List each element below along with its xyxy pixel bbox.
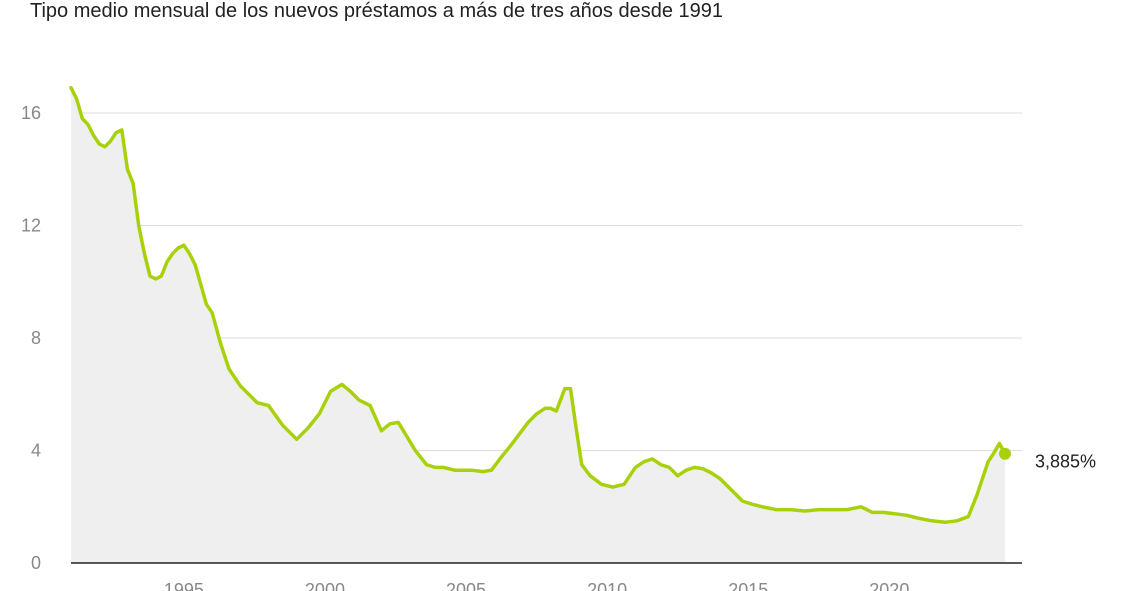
x-tick-label: 2005 — [446, 580, 486, 591]
x-tick-label: 2015 — [728, 580, 768, 591]
y-axis-ticks: 0 4 8 12 16 — [21, 103, 41, 573]
y-tick-label: 12 — [21, 216, 41, 236]
x-axis-ticks: 1995 2000 2005 2010 2015 2020 — [164, 580, 909, 591]
end-point-marker — [999, 447, 1011, 460]
y-tick-label: 8 — [31, 328, 41, 348]
y-tick-label: 4 — [31, 441, 41, 461]
x-tick-label: 2010 — [587, 580, 627, 591]
x-tick-label: 2000 — [305, 580, 345, 591]
x-tick-label: 1995 — [164, 580, 204, 591]
series-line — [69, 85, 1007, 524]
y-tick-label: 16 — [21, 103, 41, 123]
end-value-label: 3,885% — [1035, 452, 1096, 472]
y-tick-label: 0 — [31, 553, 41, 573]
x-tick-label: 2020 — [869, 580, 909, 591]
chart-title: Tipo medio mensual de los nuevos préstam… — [30, 0, 723, 22]
area-fill — [71, 87, 1005, 563]
